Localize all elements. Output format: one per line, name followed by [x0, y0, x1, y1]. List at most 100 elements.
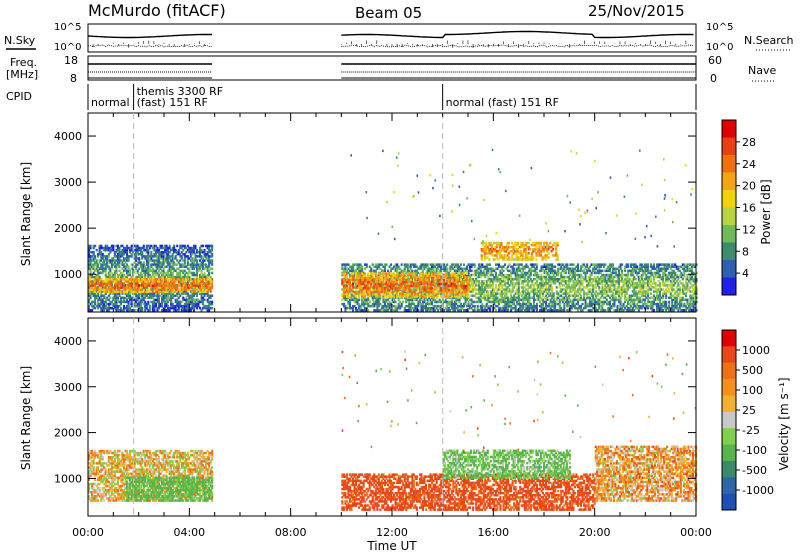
echo-cell	[144, 302, 147, 306]
echo-cell	[519, 292, 522, 295]
echo-cell	[622, 304, 625, 308]
echo-cell	[98, 275, 101, 279]
echo-cell	[195, 271, 198, 275]
echo-cell	[611, 269, 614, 273]
echo-cell	[443, 263, 446, 266]
echo-cell	[569, 267, 572, 270]
echo-cell	[499, 300, 502, 304]
echo-cell	[98, 282, 101, 285]
echo-cell	[191, 277, 194, 281]
echo-cell	[168, 244, 171, 248]
echo-cell	[206, 304, 209, 308]
echo-cell	[145, 251, 148, 254]
echo-cell	[496, 277, 499, 281]
echo-cell	[94, 296, 97, 300]
echo-cell	[107, 302, 110, 306]
echo-cell	[185, 275, 188, 279]
echo-cell	[487, 280, 490, 283]
echo-cell	[510, 273, 513, 277]
echo-cell	[567, 284, 570, 287]
echo-cell	[417, 271, 420, 275]
echo-cell	[183, 302, 186, 306]
echo-cell	[376, 309, 379, 312]
echo-cell	[508, 284, 511, 287]
echo-cell	[98, 259, 101, 262]
echo-cell	[581, 288, 584, 291]
echo-cell	[139, 275, 142, 279]
echo-cell	[578, 275, 581, 279]
echo-cell	[464, 292, 467, 295]
echo-cell	[156, 255, 159, 258]
echo-cell	[476, 275, 479, 279]
echo-cell	[104, 288, 107, 291]
echo-cell	[402, 300, 405, 304]
echo-cell	[88, 259, 91, 262]
echo-cell	[383, 304, 386, 308]
echo-cell	[526, 265, 529, 268]
echo-cell	[429, 267, 432, 270]
echo-cell	[199, 255, 202, 258]
echo-cell	[156, 290, 159, 293]
echo-cell	[611, 292, 614, 295]
echo-cell	[159, 286, 162, 289]
echo-cell	[610, 263, 613, 266]
echo-cell	[362, 288, 365, 291]
echo-cell	[115, 244, 118, 248]
echo-cell	[94, 255, 97, 258]
echo-cell	[358, 267, 361, 270]
echo-cell	[534, 304, 537, 308]
echo-cell	[590, 288, 593, 291]
echo-cell	[475, 271, 478, 275]
echo-cell	[192, 278, 195, 281]
echo-cell	[564, 269, 567, 273]
echo-cell	[542, 292, 545, 295]
echo-cell	[611, 282, 614, 285]
echo-cell	[206, 265, 209, 268]
echo-cell	[180, 269, 183, 273]
echo-cell	[139, 304, 142, 308]
echo-cell	[614, 309, 617, 312]
echo-cell	[211, 246, 214, 250]
echo-cell	[148, 304, 151, 308]
echo-cell	[598, 298, 601, 302]
echo-cell	[139, 261, 142, 264]
echo-cell	[545, 269, 548, 273]
echo-cell	[610, 282, 613, 285]
echo-cell	[195, 259, 198, 262]
echo-cell	[490, 267, 493, 270]
echo-cell	[91, 309, 94, 312]
echo-cell	[564, 280, 567, 283]
echo-cell	[487, 284, 490, 287]
echo-cell	[107, 288, 110, 291]
echo-cell	[358, 294, 361, 297]
echo-cell	[619, 263, 622, 266]
echo-cell	[188, 263, 191, 266]
echo-cell	[141, 278, 144, 281]
echo-cell	[584, 300, 587, 304]
echo-cell	[467, 273, 470, 277]
echo-cell	[602, 296, 605, 300]
echo-cell	[211, 282, 214, 285]
echo-cell	[592, 288, 595, 291]
echo-cell	[455, 296, 458, 300]
echo-cell	[508, 263, 511, 266]
echo-cell	[421, 265, 424, 268]
echo-cell	[602, 273, 605, 277]
echo-cell	[144, 271, 147, 275]
echo-cell	[368, 269, 371, 273]
echo-cell	[104, 304, 107, 308]
echo-cell	[167, 278, 170, 281]
echo-cell	[529, 267, 532, 270]
echo-cell	[475, 280, 478, 283]
echo-cell	[532, 269, 535, 273]
echo-cell	[167, 282, 170, 285]
echo-cell	[116, 248, 119, 252]
echo-cell	[605, 298, 608, 302]
echo-cell	[593, 280, 596, 283]
echo-cell	[599, 277, 602, 281]
echo-cell	[494, 286, 497, 289]
echo-cell	[371, 298, 374, 302]
echo-cell	[115, 292, 118, 295]
echo-cell	[599, 309, 602, 312]
echo-cell	[499, 282, 502, 285]
